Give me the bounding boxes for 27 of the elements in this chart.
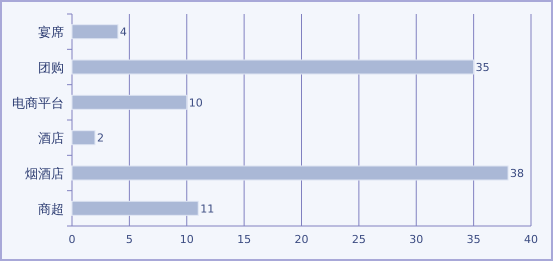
y-tick-label: 宴席 — [38, 24, 64, 41]
y-tick-label: 商超 — [38, 202, 64, 218]
bar — [72, 130, 96, 146]
y-tick-label: 酒店 — [38, 130, 64, 147]
x-tick-label: 5 — [126, 233, 133, 246]
x-tick-label: 15 — [237, 233, 252, 246]
bar — [72, 200, 199, 216]
data-label: 2 — [96, 132, 104, 145]
x-tick-label: 30 — [409, 233, 424, 246]
bar — [72, 166, 509, 180]
y-tick-label: 烟酒店 — [25, 166, 64, 182]
data-label: 4 — [120, 26, 127, 39]
x-tick-label: 40 — [524, 233, 538, 246]
bar — [72, 60, 474, 74]
data-label: 10 — [188, 96, 203, 110]
x-tick-label: 25 — [352, 233, 366, 246]
y-tick-label: 电商平台 — [12, 96, 64, 112]
bar — [72, 94, 188, 110]
data-label: 38 — [510, 167, 524, 180]
data-label: 35 — [476, 61, 490, 74]
y-tick-label: 团购 — [38, 61, 64, 76]
x-tick-label: 35 — [466, 233, 481, 246]
x-tick-label: 10 — [180, 233, 194, 246]
bar — [72, 24, 118, 40]
x-tick-label: 0 — [68, 233, 76, 246]
x-tick-label: 20 — [294, 233, 308, 246]
data-label: 11 — [200, 202, 214, 216]
